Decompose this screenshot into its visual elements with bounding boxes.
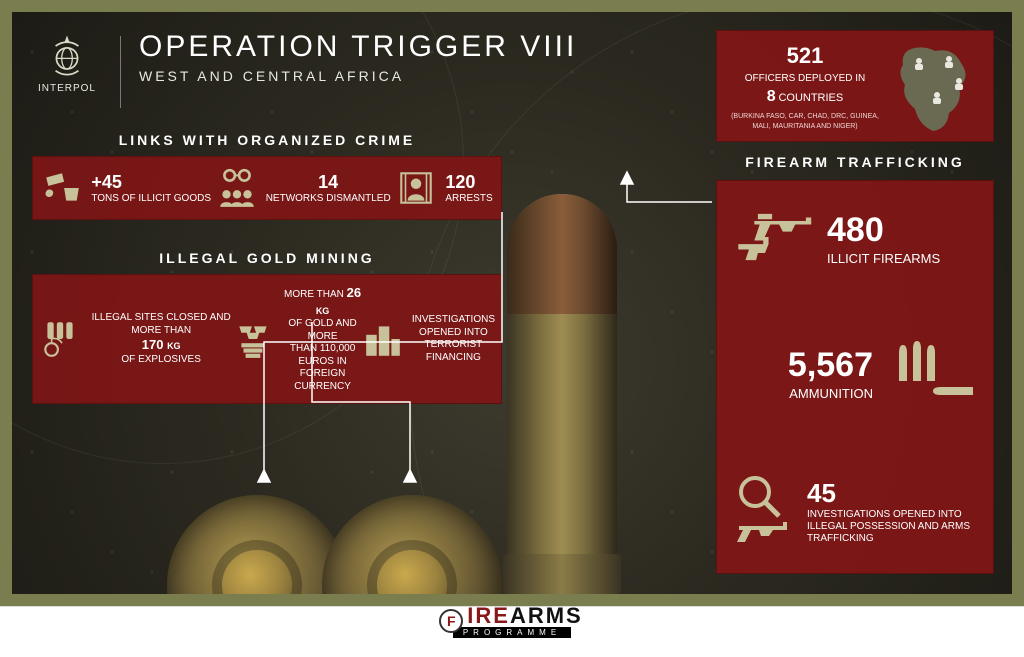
bullet-standing <box>507 194 617 594</box>
firearms-programme-logo: F IREARMS PROGRAMME <box>441 603 582 638</box>
arrests-icon <box>395 167 437 209</box>
investigations-text: 45 INVESTIGATIONS OPENED INTO ILLEGAL PO… <box>807 478 977 545</box>
africa-map-icon <box>891 41 981 131</box>
header: INTERPOL OPERATION TRIGGER VIII WEST AND… <box>32 32 577 108</box>
footer: F IREARMS PROGRAMME <box>0 606 1024 657</box>
gold-bars-icon <box>233 318 275 360</box>
arrests-text: 120 ARRESTS <box>445 171 492 206</box>
deploy-card: 521 OFFICERS DEPLOYED IN 8 COUNTRIES (BU… <box>716 30 994 142</box>
organized-crime-heading: LINKS WITH ORGANIZED CRIME <box>32 132 502 148</box>
goods-cell: +45 TONS OF ILLICIT GOODS <box>41 167 211 209</box>
infographic-frame: INTERPOL OPERATION TRIGGER VIII WEST AND… <box>0 0 1024 606</box>
gold-mining-heading: ILLEGAL GOLD MINING <box>32 250 502 266</box>
title-block: OPERATION TRIGGER VIII WEST AND CENTRAL … <box>139 32 577 84</box>
explosives-icon <box>39 318 81 360</box>
page-subtitle: WEST AND CENTRAL AFRICA <box>139 68 577 84</box>
gold-cell: MORE THAN 26 KG OF GOLD AND MORE THAN 11… <box>233 285 362 393</box>
footer-letter: F <box>439 609 463 633</box>
terror-text: INVESTIGATIONS OPENED INTO TERRORIST FIN… <box>412 314 495 364</box>
globe-icon <box>45 32 89 76</box>
investigations-row: 45 INVESTIGATIONS OPENED INTO ILLEGAL PO… <box>733 474 977 549</box>
interpol-logo: INTERPOL <box>32 32 102 94</box>
deploy-text: 521 OFFICERS DEPLOYED IN 8 COUNTRIES (BU… <box>729 41 881 131</box>
gold-text: MORE THAN 26 KG OF GOLD AND MORE THAN 11… <box>283 285 362 393</box>
arrests-cell: 120 ARRESTS <box>395 167 492 209</box>
goods-text: +45 TONS OF ILLICIT GOODS <box>91 171 211 206</box>
infographic-canvas: INTERPOL OPERATION TRIGGER VIII WEST AND… <box>12 12 1012 594</box>
terror-cell: INVESTIGATIONS OPENED INTO TERRORIST FIN… <box>362 314 495 364</box>
networks-cell: 14 NETWORKS DISMANTLED <box>216 167 391 209</box>
guns-icon <box>733 205 813 272</box>
ammo-icon <box>887 341 977 406</box>
buildings-icon <box>362 318 404 360</box>
explosives-cell: ILLEGAL SITES CLOSED AND MORE THAN 170 K… <box>39 312 233 366</box>
header-divider <box>120 36 121 108</box>
organized-crime-row: +45 TONS OF ILLICIT GOODS 14 NETWORKS DI… <box>32 156 502 220</box>
gold-mining-section: ILLEGAL GOLD MINING ILLEGAL SITES CLOSED… <box>32 250 502 404</box>
left-column: LINKS WITH ORGANIZED CRIME +45 TONS OF I… <box>32 132 502 404</box>
ammo-row: 5,567 AMMUNITION <box>733 341 977 406</box>
ammo-text: 5,567 AMMUNITION <box>788 345 873 401</box>
goods-icon <box>41 167 83 209</box>
trafficking-card: 480 ILLICIT FIREARMS 5,567 AMMUNITION <box>716 180 994 574</box>
interpol-label: INTERPOL <box>32 83 102 94</box>
trafficking-heading: FIREARM TRAFFICKING <box>716 154 994 170</box>
page-title: OPERATION TRIGGER VIII <box>139 32 577 62</box>
handcuffs-icon <box>216 167 258 209</box>
explosives-text: ILLEGAL SITES CLOSED AND MORE THAN 170 K… <box>89 312 233 366</box>
magnifier-gun-icon <box>733 474 793 549</box>
footer-word: IREARMS <box>441 603 582 629</box>
firearms-text: 480 ILLICIT FIREARMS <box>827 210 940 266</box>
networks-text: 14 NETWORKS DISMANTLED <box>266 171 391 206</box>
gold-mining-row: ILLEGAL SITES CLOSED AND MORE THAN 170 K… <box>32 274 502 404</box>
firearms-row: 480 ILLICIT FIREARMS <box>733 205 977 272</box>
